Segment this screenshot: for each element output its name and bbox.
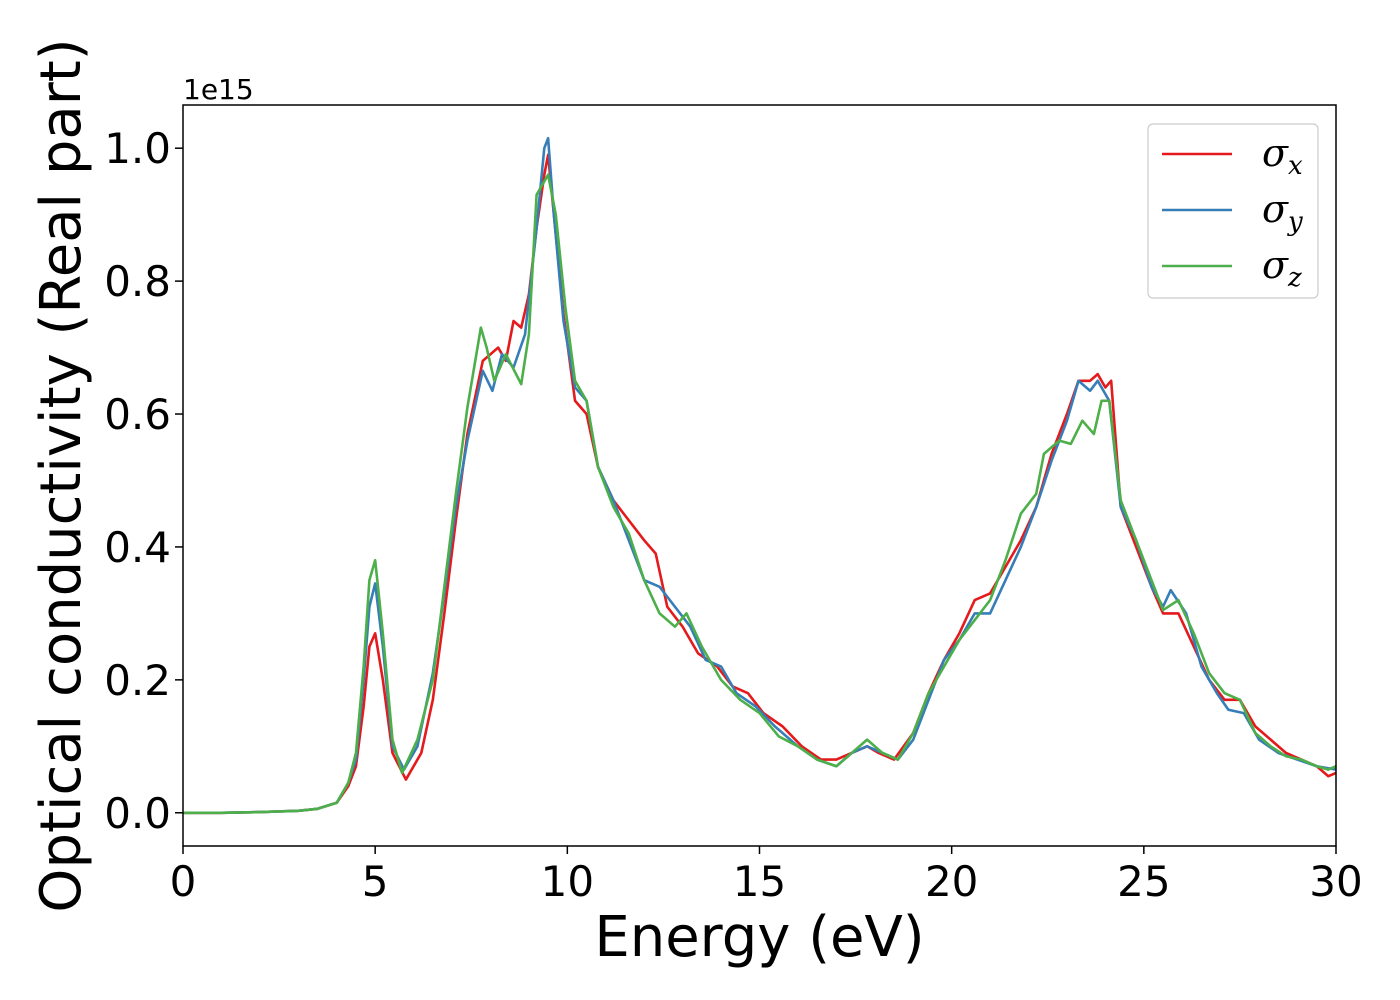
y-axis: 0.0 0.2 0.4 0.6 0.8 1.0 [104,124,183,838]
legend-box [1147,123,1319,299]
x-axis: 0 5 10 15 20 25 30 [170,846,1363,906]
x-tick-label: 30 [1309,857,1362,906]
y-tick-label: 0.6 [104,390,171,439]
x-axis-label: Energy (eV) [594,905,924,970]
y-offset-label: 1e15 [183,73,254,106]
x-tick-label: 5 [362,857,389,906]
y-tick-label: 1.0 [104,124,171,173]
x-tick-label: 0 [170,857,197,906]
x-tick-label: 25 [1117,857,1170,906]
y-tick-label: 0.0 [104,789,171,838]
series-layer [183,136,1336,815]
y-tick-label: 0.8 [104,257,171,306]
legend-label-z: σz [1262,243,1302,293]
x-tick-label: 10 [541,857,594,906]
x-tick-label: 20 [925,857,978,906]
x-tick-label: 15 [733,857,786,906]
y-tick-label: 0.2 [104,656,171,705]
legend-label-x: σx [1262,131,1303,181]
legend: σx σy σz [1147,123,1319,299]
series-line-z [183,173,1336,815]
y-tick-label: 0.4 [104,523,171,572]
y-axis-label: Optical conductivity (Real part) [29,38,94,912]
legend-label-y: σy [1262,187,1303,237]
